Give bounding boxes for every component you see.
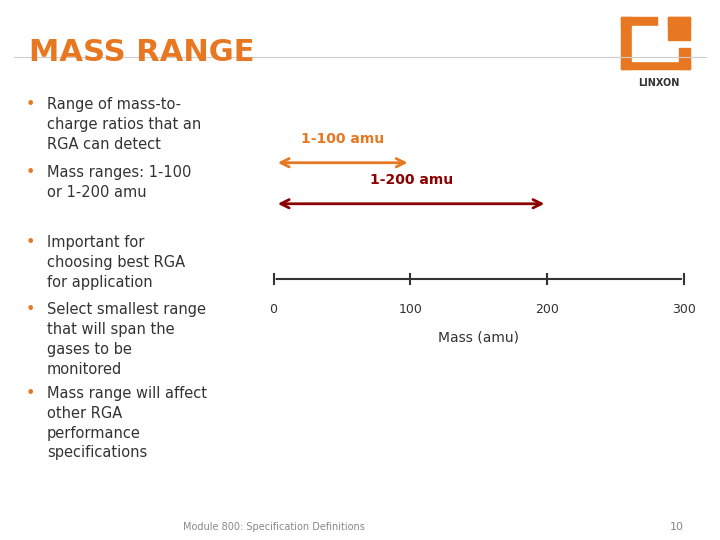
Text: •: • <box>25 97 35 112</box>
Bar <box>678 49 690 69</box>
Bar <box>668 17 690 26</box>
Bar <box>621 17 632 69</box>
Text: 1-100 amu: 1-100 amu <box>301 132 384 146</box>
Text: •: • <box>25 302 35 318</box>
Bar <box>668 17 680 40</box>
Text: 100: 100 <box>398 303 423 316</box>
Bar <box>621 60 690 69</box>
Bar <box>632 26 678 60</box>
Text: Module 800: Specification Definitions: Module 800: Specification Definitions <box>183 522 364 531</box>
Text: Range of mass-to-
charge ratios that an
RGA can detect: Range of mass-to- charge ratios that an … <box>47 97 201 152</box>
Text: Select smallest range
that will span the
gases to be
monitored: Select smallest range that will span the… <box>47 302 206 377</box>
Bar <box>621 17 657 26</box>
Bar <box>678 17 690 40</box>
Text: LINXON: LINXON <box>638 78 680 89</box>
Text: Mass ranges: 1-100
or 1-200 amu: Mass ranges: 1-100 or 1-200 amu <box>47 165 192 199</box>
Text: Important for
choosing best RGA
for application: Important for choosing best RGA for appl… <box>47 235 185 289</box>
Text: 300: 300 <box>672 303 696 316</box>
Text: •: • <box>25 235 35 250</box>
Text: 1-200 amu: 1-200 amu <box>369 173 453 187</box>
Text: Mass range will affect
other RGA
performance
specifications: Mass range will affect other RGA perform… <box>47 386 207 461</box>
Text: 200: 200 <box>535 303 559 316</box>
Text: •: • <box>25 386 35 401</box>
Text: 0: 0 <box>269 303 278 316</box>
Text: MASS RANGE: MASS RANGE <box>29 38 254 67</box>
Text: •: • <box>25 165 35 180</box>
Text: Mass (amu): Mass (amu) <box>438 330 519 345</box>
Text: 10: 10 <box>670 522 684 531</box>
